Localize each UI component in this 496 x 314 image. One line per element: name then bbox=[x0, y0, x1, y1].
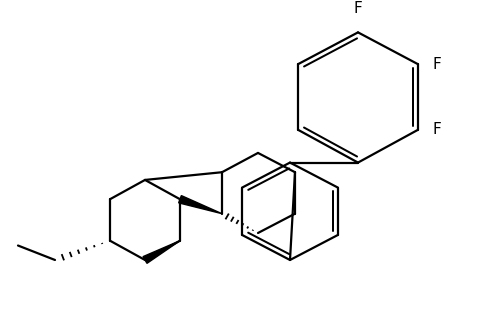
Text: F: F bbox=[432, 57, 441, 72]
Text: F: F bbox=[432, 122, 441, 137]
Text: F: F bbox=[354, 1, 363, 16]
Polygon shape bbox=[179, 196, 222, 214]
Polygon shape bbox=[143, 241, 180, 263]
